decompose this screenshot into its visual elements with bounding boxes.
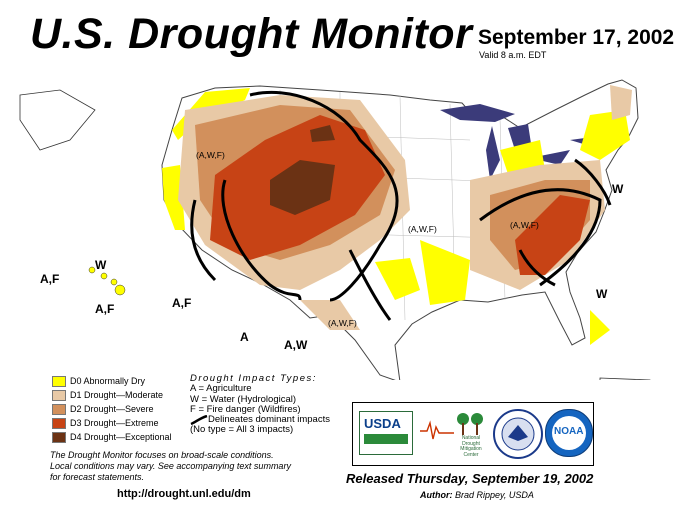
map-title: U.S. Drought Monitor — [30, 10, 473, 58]
legend-label: D2 Drought—Severe — [70, 404, 154, 414]
map-label-w-se: W — [596, 287, 608, 301]
ndmc-logo-text: National Drought Mitigation Center — [453, 435, 489, 458]
ndmc-text: Center — [463, 451, 479, 458]
author-label: Author: — [420, 490, 453, 500]
impact-no-type: (No type = All 3 impacts) — [190, 424, 294, 436]
drought-map — [19, 79, 651, 380]
map-label-w-hawaii: W — [95, 258, 107, 272]
legend-swatch — [52, 431, 66, 443]
map-label-awf-nw: (A,W,F) — [196, 150, 225, 160]
impact-delineates: Delineates dominant impacts — [208, 414, 330, 426]
map-label-af-hawaii1: A,F — [40, 272, 60, 286]
note-line: Local conditions may vary. See accompany… — [50, 461, 291, 471]
usda-logo-text: USDA — [364, 416, 401, 431]
author-line: Author: Brad Rippey, USDA — [420, 490, 534, 500]
legend-d0: D0 Abnormally Dry — [52, 375, 145, 387]
legend-swatch — [52, 403, 66, 415]
map-label-a-sw: A — [240, 330, 249, 344]
author-name: Brad Rippey, USDA — [455, 490, 534, 500]
note-line: for forecast statements. — [50, 472, 145, 482]
map-label-af-hawaii2: A,F — [95, 302, 115, 316]
legend-label: D4 Drought—Exceptional — [70, 432, 172, 442]
ndmc-text: Mitigation — [460, 446, 482, 452]
legend-d4: D4 Drought—Exceptional — [52, 431, 172, 443]
map-label-awf-tx: (A,W,F) — [328, 318, 357, 328]
noaa-logo: NOAA — [545, 409, 593, 457]
impact-types: Drought Impact Types: A = Agriculture W … — [190, 373, 360, 436]
disclaimer-note: The Drought Monitor focuses on broad-sca… — [50, 450, 350, 483]
impact-lines — [190, 90, 612, 321]
legend-swatch — [52, 375, 66, 387]
doc-seal-icon — [493, 409, 543, 459]
valid-time: Valid 8 a.m. EDT — [479, 50, 547, 60]
legend-swatch — [52, 389, 66, 401]
usda-logo: USDA — [359, 411, 413, 455]
map-label-w-ne: W — [612, 182, 624, 196]
map-label-aw-tx: A,W — [284, 338, 308, 352]
legend-d2: D2 Drought—Severe — [52, 403, 154, 415]
ndmc-text: Drought — [462, 440, 480, 447]
legend-label: D3 Drought—Extreme — [70, 418, 159, 428]
d4-areas — [270, 125, 335, 215]
impact-delineates-row: Delineates dominant impacts — [190, 414, 360, 426]
impact-line-icon — [190, 415, 208, 426]
ndmc-tree-icon — [451, 409, 491, 439]
legend-swatch — [52, 417, 66, 429]
impact-line: A = Agriculture — [190, 383, 252, 395]
impact-heading: Drought Impact Types: — [190, 373, 317, 384]
legend-label: D0 Abnormally Dry — [70, 376, 146, 386]
drought-url[interactable]: http://drought.unl.edu/dm — [117, 488, 251, 500]
usda-logo-field — [364, 434, 408, 444]
impact-line: F = Fire danger (Wildfires) — [190, 403, 301, 415]
legend-d1: D1 Drought—Moderate — [52, 389, 163, 401]
map-label-af-west: A,F — [172, 296, 192, 310]
noaa-logo-text: NOAA — [554, 426, 584, 437]
ndmc-wave-icon — [420, 420, 454, 440]
logo-box: USDA National Drought Mitigation Center … — [352, 402, 594, 466]
impact-line: W = Water (Hydrological) — [190, 393, 297, 405]
release-date: Released Thursday, September 19, 2002 — [346, 471, 594, 486]
map-date: September 17, 2002 — [478, 26, 675, 49]
legend-d3: D3 Drought—Extreme — [52, 417, 159, 429]
outlier-outlines — [19, 89, 651, 380]
map-label-awf-plains: (A,W,F) — [408, 224, 437, 234]
ndmc-text: National — [461, 435, 481, 441]
hawaii-islands — [88, 266, 126, 296]
note-line: The Drought Monitor focuses on broad-sca… — [50, 450, 274, 460]
legend-label: D1 Drought—Moderate — [70, 390, 164, 400]
map-label-awf-east: (A,W,F) — [510, 220, 539, 230]
